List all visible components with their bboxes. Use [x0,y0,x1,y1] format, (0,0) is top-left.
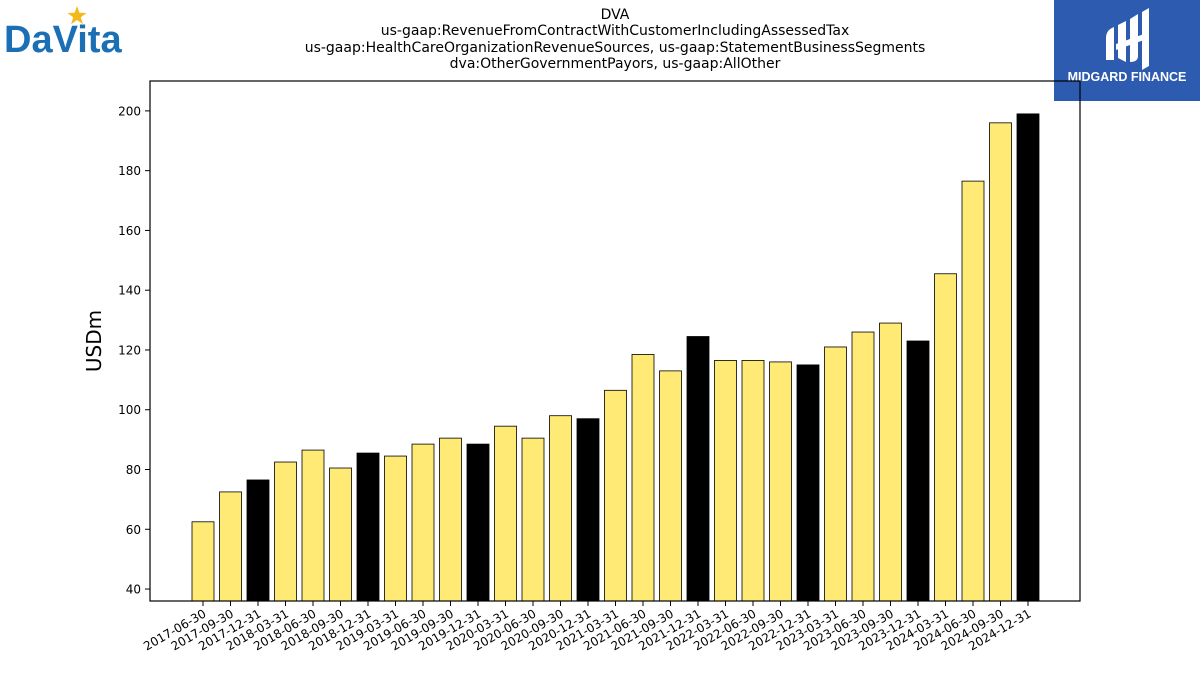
midgard-emblem-icon [1106,8,1149,70]
bar-2022-09-30 [769,361,792,602]
bars-group [191,113,1040,602]
y-tick-label: 140 [118,284,141,298]
star-icon [67,6,87,25]
bar-2017-09-30 [219,491,242,602]
bar-2023-09-30 [879,322,902,602]
y-tick-label: 40 [126,583,141,597]
midgard-finance-logo: MIDGARD FINANCE [1054,0,1200,101]
bar-2019-03-31 [384,455,407,602]
bar-2024-12-31 [1016,113,1040,602]
bar-2021-06-30 [631,354,655,602]
bar-2022-12-31 [796,364,820,602]
bar-2022-06-30 [741,360,765,602]
bar-2020-06-30 [521,437,545,602]
bar-2017-12-31 [246,479,270,602]
y-tick-label: 80 [126,463,141,477]
bar-2017-06-30 [191,521,215,602]
bar-2023-12-31 [906,340,930,602]
davita-logo: DaVita [4,6,122,56]
bar-2021-03-31 [604,389,627,602]
bar-2024-03-31 [934,273,957,602]
y-tick-label: 120 [118,343,141,357]
bar-2024-06-30 [961,180,985,602]
bar-2024-09-30 [989,122,1012,602]
title-line-1: DVA [600,7,630,23]
y-tick-label: 60 [126,523,141,537]
bar-2018-03-31 [274,461,297,602]
chart-title: DVA us-gaap:RevenueFromContractWithCusto… [230,7,1000,72]
bar-2019-06-30 [411,443,435,602]
bar-2021-09-30 [659,370,682,602]
y-axis: 40 60 80 100 120 140 160 180 200 [118,104,150,597]
bar-2020-03-31 [494,425,517,602]
bar-2018-12-31 [356,452,380,602]
midgard-logo-text: MIDGARD FINANCE [1068,70,1187,84]
y-tick-label: 180 [118,164,141,178]
bar-2022-03-31 [714,360,737,602]
y-tick-label: 100 [118,403,141,417]
bar-2020-09-30 [549,415,572,602]
bar-2021-12-31 [686,336,710,602]
bar-2023-03-31 [824,346,847,602]
title-line-3: us-gaap:HealthCareOrganizationRevenueSou… [304,39,926,56]
plot-frame [149,80,1081,602]
bar-2018-09-30 [329,467,352,602]
bar-2018-06-30 [301,449,325,602]
bar-2020-12-31 [576,418,600,602]
bar-2019-12-31 [466,443,490,602]
davita-logo-text: DaVita [4,19,122,56]
y-tick-label: 200 [118,104,141,118]
title-line-4: dva:OtherGovernmentPayors, us-gaap:AllOt… [449,55,781,72]
title-line-2: us-gaap:RevenueFromContractWithCustomerI… [380,23,850,40]
bar-2023-06-30 [851,331,875,602]
y-tick-label: 160 [118,224,141,238]
y-axis-label: USDm [82,310,106,372]
x-axis: 2017-06-302017-09-302017-12-312018-03-31… [141,601,1034,653]
bar-2019-09-30 [439,437,462,602]
